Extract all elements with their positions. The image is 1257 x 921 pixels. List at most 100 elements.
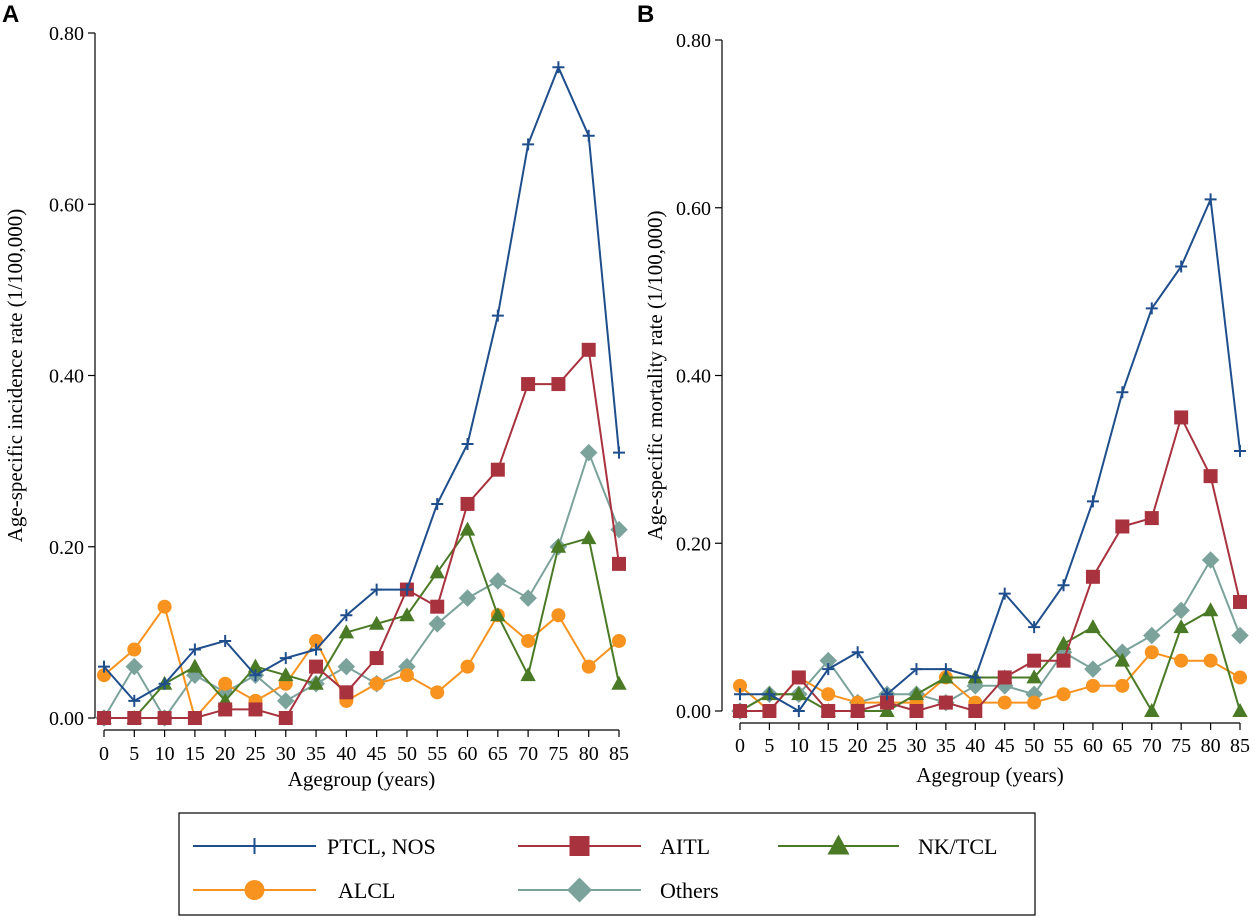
data-point-nk-tcl [1202,602,1219,617]
x-tick-label: 0 [735,735,745,757]
x-tick-label: 80 [579,743,599,765]
data-point-others [1172,601,1190,620]
data-point-ptcl-nos [279,652,292,665]
data-point-aitl [248,702,263,717]
data-point-ptcl-nos [969,671,982,684]
x-axis-title: Agegroup (years) [288,767,436,791]
x-tick-label: 5 [764,735,774,757]
x-tick-label: 20 [215,743,235,765]
x-tick-label: 50 [397,743,417,765]
data-point-ptcl-nos [1175,260,1188,273]
data-point-aitl [521,377,536,392]
legend-marker-ptcl-nos [246,838,263,854]
data-point-nk-tcl [490,607,506,622]
y-tick-label: 0.60 [49,194,84,216]
series-line-others [103,451,620,719]
x-tick-label: 55 [427,743,447,765]
x-tick-label: 25 [245,743,265,765]
data-point-aitl [218,702,233,717]
legend-entry-others: Others [518,877,719,903]
data-point-nk-tcl [1026,669,1042,684]
data-point-alcl [581,659,596,674]
data-point-ptcl-nos [461,438,474,450]
data-point-aitl [791,670,806,685]
data-point-alcl [1115,678,1130,693]
series-line-others [739,559,1241,712]
x-tick-label: 45 [995,735,1015,757]
data-point-nk-tcl [611,675,627,690]
data-point-others [489,572,507,590]
data-point-aitl [968,704,983,718]
data-point-alcl [997,695,1012,710]
legend-label: PTCL, NOS [327,834,436,859]
data-point-others [519,589,537,607]
x-tick-label: 85 [1230,735,1250,757]
x-tick-label: 70 [1142,735,1162,757]
data-point-nk-tcl [1055,635,1072,650]
data-point-ptcl-nos [998,587,1011,600]
data-point-alcl [399,668,414,683]
series-nk-tcl [96,521,627,724]
x-tick-label: 70 [518,743,538,765]
data-point-ptcl-nos [128,694,141,707]
legend-entry-aitl: AITL [518,834,710,859]
y-tick-label: 0.40 [49,366,84,388]
data-point-ptcl-nos [1086,495,1099,508]
data-point-ptcl-nos [188,643,201,656]
data-point-aitl [369,651,384,666]
x-tick-label: 65 [1112,735,1132,757]
x-tick-label: 30 [276,743,296,765]
data-point-aitl [1115,519,1130,534]
x-tick-label: 25 [877,735,897,757]
panel-letter: B [637,1,654,28]
x-tick-label: 30 [906,735,926,757]
legend-entry-alcl: ALCL [193,878,395,903]
x-tick-label: 50 [1024,735,1044,757]
x-tick-label: 75 [548,743,568,765]
data-point-aitl [938,695,953,710]
legend-box [178,812,1036,916]
x-tick-label: 10 [789,735,809,757]
data-point-aitl [460,496,475,511]
data-point-others [1231,626,1249,645]
data-point-nk-tcl [338,624,355,639]
data-point-nk-tcl [550,538,567,553]
x-tick-label: 55 [1054,735,1074,757]
data-point-nk-tcl [399,607,415,622]
x-tick-label: 65 [488,743,508,765]
x-tick-label: 40 [965,735,985,757]
data-point-aitl [821,704,836,718]
data-point-alcl [1085,678,1100,693]
data-point-others [458,589,477,607]
y-tick-label: 0.80 [49,23,84,45]
data-point-ptcl-nos [792,705,805,717]
data-point-ptcl-nos [734,688,746,701]
legend-label: Others [660,878,719,903]
data-point-aitl [551,377,566,392]
data-point-nk-tcl [879,702,895,717]
x-tick-label: 20 [848,735,868,757]
data-point-others [125,657,144,676]
series-ptcl-nos [98,61,625,707]
x-tick-label: 35 [936,735,956,757]
x-tick-label: 15 [185,743,205,765]
series-aitl [97,342,626,725]
x-tick-label: 60 [1083,735,1103,757]
y-tick-label: 0.40 [676,366,711,388]
data-point-alcl [551,608,566,623]
series-others [95,443,628,727]
data-point-aitl [1203,469,1218,484]
x-tick-label: 15 [818,735,838,757]
legend-entry-nk-tcl: NK/TCL [778,834,997,859]
data-point-nk-tcl [1114,652,1131,667]
data-point-aitl [430,599,445,614]
data-point-ptcl-nos [910,663,923,676]
x-tick-label: 85 [609,743,629,765]
data-point-ptcl-nos [1145,302,1158,315]
legend: PTCL, NOS AITL NK/TCL ALCL Others [178,812,1036,916]
x-tick-label: 75 [1171,735,1191,757]
data-point-nk-tcl [938,669,954,684]
data-point-aitl [909,704,924,718]
data-point-ptcl-nos [249,669,262,682]
data-point-aitl [1056,653,1071,668]
